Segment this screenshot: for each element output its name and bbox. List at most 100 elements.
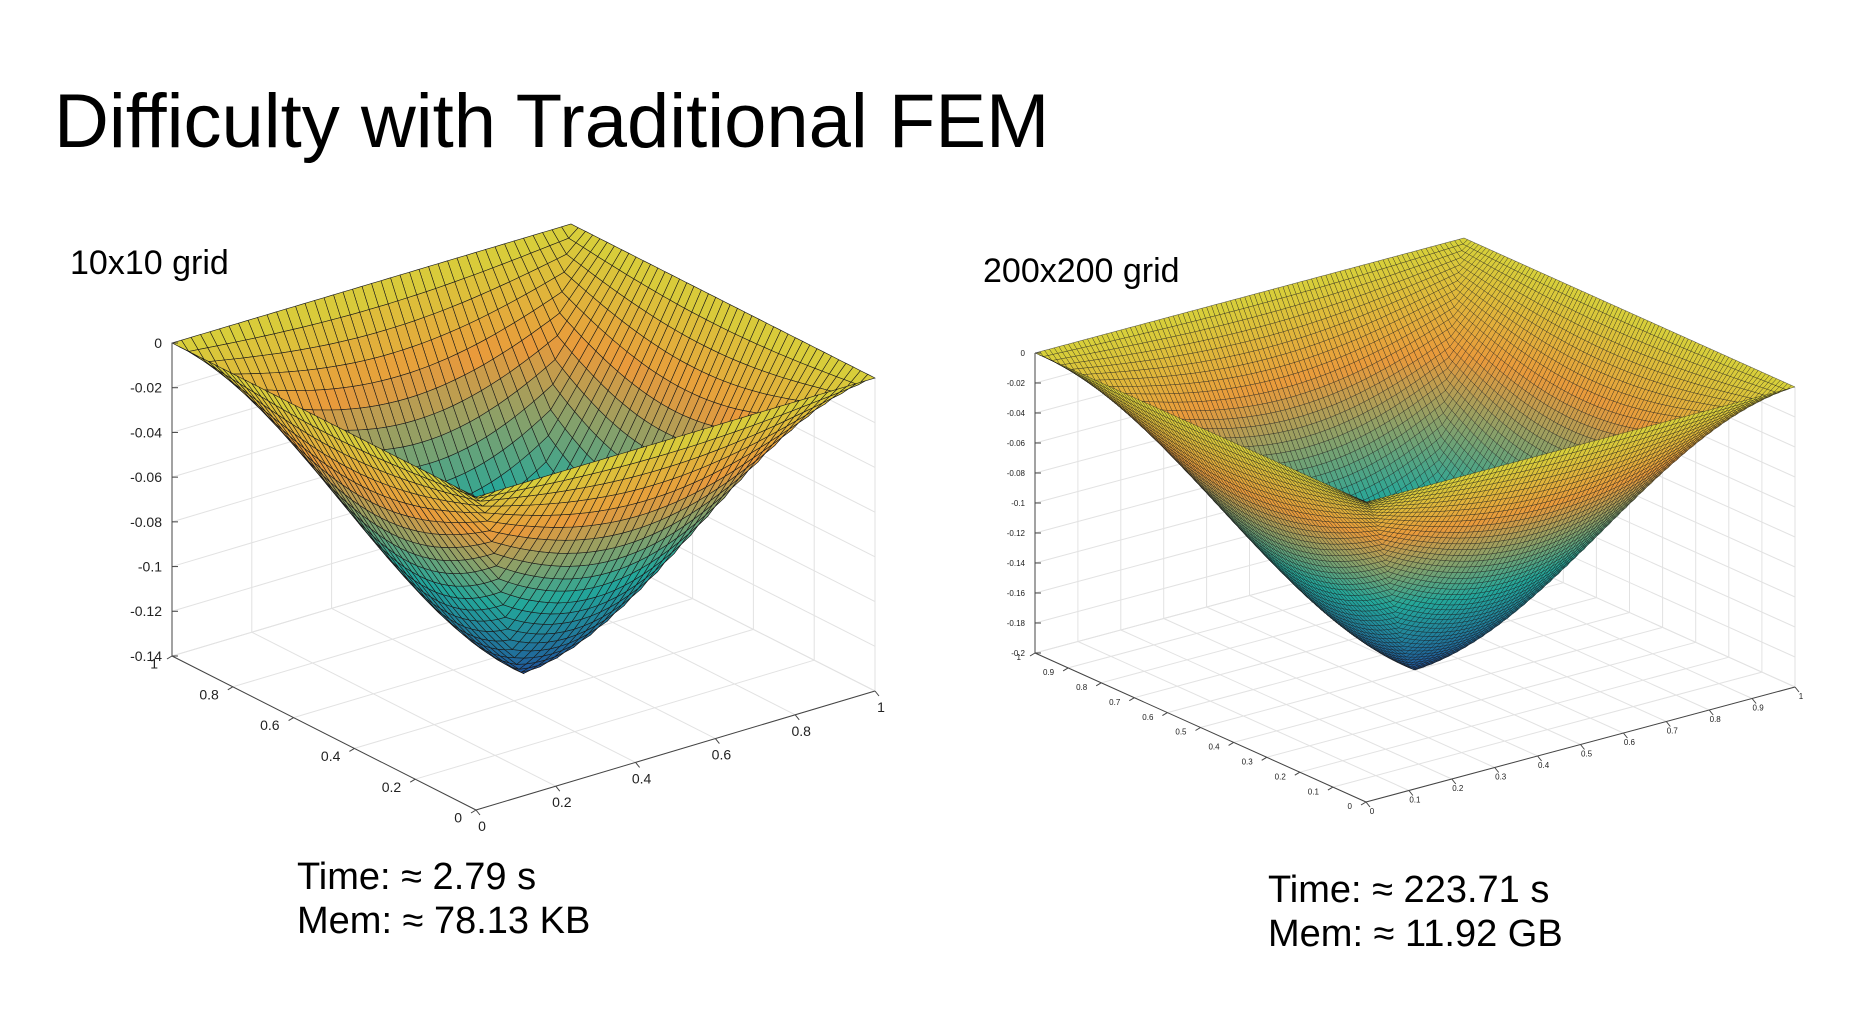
- z-tick-label: -0.08: [1007, 469, 1026, 478]
- z-tick-label: -0.14: [1007, 559, 1026, 568]
- x-tick-label: 0.8: [791, 723, 811, 739]
- surface-plot-left: 0 -0.02 -0.04 -0.06 -0.08 -0.1 -0.12 -0.14 0 0.2 0…: [130, 223, 885, 834]
- z-tick-label: -0.06: [1007, 439, 1026, 448]
- x-tick: [1794, 686, 1800, 693]
- z-tick-label: -0.2: [1011, 649, 1025, 658]
- x-tick-label: 0.4: [1538, 761, 1550, 770]
- z-tick-label: -0.16: [1007, 589, 1026, 598]
- y-tick: [1062, 667, 1069, 672]
- stats-left: Time: ≈ 2.79 s Mem: ≈ 78.13 KB: [297, 855, 590, 943]
- z-tick-label: -0.06: [130, 469, 162, 485]
- z-tick-label: -0.02: [130, 380, 162, 396]
- surface-mesh: [171, 223, 876, 675]
- x-tick: [1623, 732, 1628, 739]
- y-tick-label: 0.9: [1043, 668, 1055, 677]
- y-tick-label: 0: [454, 810, 462, 826]
- y-tick: [1261, 756, 1267, 761]
- z-tick-label: 0: [1021, 349, 1026, 358]
- z-tick-label: 0: [154, 335, 162, 351]
- time-readout-right: Time: ≈ 223.71 s: [1268, 869, 1550, 911]
- z-tick-label: -0.18: [1007, 619, 1026, 628]
- axes: [171, 343, 876, 811]
- x-tick: [1665, 721, 1671, 727]
- y-tick: [1294, 771, 1301, 776]
- y-tick-label: 1: [1017, 653, 1022, 662]
- slide-title: Difficulty with Traditional FEM: [54, 79, 1050, 164]
- y-tick: [1162, 712, 1168, 717]
- x-tick: [1708, 709, 1714, 716]
- x-tick-label: 0.7: [1667, 727, 1679, 736]
- y-tick-label: 0.5: [1175, 728, 1187, 737]
- x-tick-label: 0.6: [1624, 738, 1636, 747]
- surface-plot-right: 0 -0.02 -0.04 -0.06 -0.08 -0.1 -0.12 -0.14 -0.16…: [1007, 237, 1804, 816]
- y-tick-label: 0.7: [1109, 698, 1121, 707]
- z-tick-label: -0.04: [1007, 409, 1026, 418]
- y-tick-label: 0.6: [260, 717, 280, 733]
- x-tick: [794, 714, 800, 721]
- y-tick: [1195, 727, 1201, 731]
- x-tick: [715, 738, 720, 744]
- x-tick: [1537, 755, 1542, 762]
- y-tick-label: 0.4: [1208, 743, 1220, 752]
- y-tick: [409, 778, 416, 783]
- y-tick-label: 0.2: [1275, 772, 1287, 781]
- x-tick-label: 1: [877, 699, 885, 715]
- y-tick: [166, 655, 173, 660]
- z-tick-label: -0.12: [130, 603, 162, 619]
- x-tick-label: 0.2: [1452, 784, 1464, 793]
- y-tick: [1129, 697, 1135, 702]
- y-tick-label: 1: [150, 656, 158, 672]
- y-tick: [1360, 801, 1367, 806]
- z-tick-label: -0.1: [1011, 499, 1025, 508]
- y-tick: [227, 686, 234, 691]
- x-tick: [635, 762, 640, 768]
- y-tick-label: 0.8: [1076, 683, 1088, 692]
- y-tick: [470, 809, 477, 814]
- y-tick-label: 0.8: [199, 686, 219, 702]
- z-tick-label: -0.02: [1007, 379, 1026, 388]
- y-tick-label: 0.2: [382, 779, 402, 795]
- panel-label-right: 200x200 grid: [983, 252, 1180, 290]
- z-tick-label: -0.04: [130, 424, 162, 440]
- x-tick-label: 0: [478, 818, 486, 834]
- x-tick-label: 0.4: [632, 770, 652, 786]
- y-tick: [349, 747, 355, 752]
- y-tick: [1327, 786, 1334, 791]
- x-tick: [1408, 790, 1414, 796]
- mem-readout-right: Mem: ≈ 11.92 GB: [1268, 913, 1563, 955]
- x-tick-label: 0: [1370, 807, 1375, 816]
- x-tick: [1580, 744, 1585, 750]
- x-tick: [1751, 698, 1757, 704]
- x-tick-label: 1: [1799, 692, 1804, 701]
- z-tick-label: -0.08: [130, 514, 162, 530]
- stats-right: Time: ≈ 223.71 s Mem: ≈ 11.92 GB: [1268, 868, 1563, 956]
- x-axis-line: [475, 690, 876, 811]
- y-tick-label: 0.3: [1242, 758, 1254, 767]
- x-tick-label: 0.6: [712, 747, 732, 763]
- x-tick: [555, 785, 561, 792]
- x-tick: [475, 809, 481, 816]
- y-tick-label: 0.4: [321, 748, 341, 764]
- x-tick: [874, 690, 880, 697]
- x-tick: [1365, 801, 1371, 808]
- y-tick-label: 0: [1348, 802, 1353, 811]
- y-tick-label: 0.1: [1308, 787, 1320, 796]
- surface-mesh: [1034, 237, 1796, 671]
- x-tick: [1451, 778, 1457, 785]
- y-tick: [1029, 652, 1036, 657]
- x-tick-label: 0.1: [1409, 796, 1421, 805]
- z-tick-label: -0.12: [1007, 529, 1026, 538]
- x-tick-label: 0.3: [1495, 773, 1507, 782]
- x-tick-label: 0.2: [552, 794, 572, 810]
- x-tick-label: 0.8: [1710, 715, 1722, 724]
- y-tick-label: 0.6: [1142, 713, 1154, 722]
- z-tick-label: -0.14: [130, 648, 162, 664]
- time-readout-left: Time: ≈ 2.79 s: [297, 856, 537, 898]
- x-tick: [1494, 767, 1500, 773]
- y-axis-line: [171, 655, 477, 811]
- y-tick: [288, 717, 294, 722]
- x-tick-label: 0.9: [1753, 704, 1765, 713]
- z-tick-label: -0.1: [138, 558, 162, 574]
- y-tick: [1228, 741, 1234, 746]
